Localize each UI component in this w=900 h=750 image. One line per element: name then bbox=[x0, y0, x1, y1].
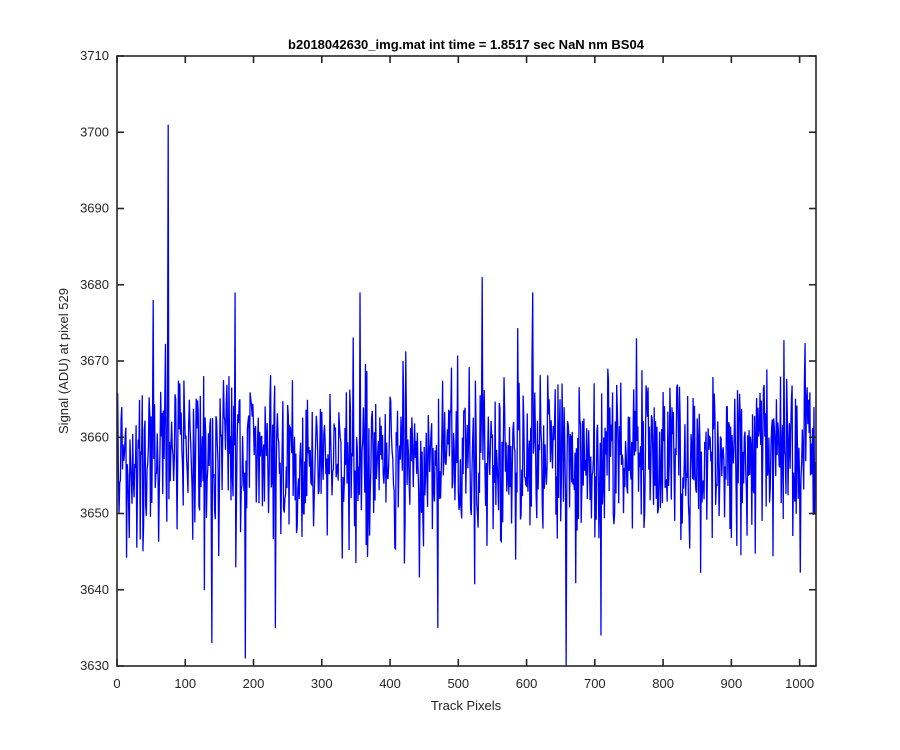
y-tick-label: 3700 bbox=[80, 124, 109, 139]
x-tick-label: 700 bbox=[584, 676, 606, 691]
y-tick-label: 3640 bbox=[80, 582, 109, 597]
x-tick-label: 600 bbox=[516, 676, 538, 691]
y-axis-label: Signal (ADU) at pixel 529 bbox=[56, 288, 71, 434]
x-tick-label: 0 bbox=[113, 676, 120, 691]
axes: 0 100 200 300 400 500 600 700 800 900 1000 3630 3640… bbox=[80, 48, 817, 691]
y-tick-label: 3670 bbox=[80, 353, 109, 368]
chart-title: b2018042630_img.mat int time = 1.8517 se… bbox=[288, 37, 645, 52]
x-axis-label: Track Pixels bbox=[431, 698, 502, 713]
y-tick-label: 3680 bbox=[80, 277, 109, 292]
y-tick-label: 3690 bbox=[80, 201, 109, 216]
x-tick-label: 800 bbox=[652, 676, 674, 691]
x-tick-label: 400 bbox=[379, 676, 401, 691]
y-tick-label: 3630 bbox=[80, 658, 109, 673]
x-tick-label: 900 bbox=[721, 676, 743, 691]
plot-area bbox=[117, 56, 816, 666]
x-tick-label: 300 bbox=[311, 676, 333, 691]
y-tick-label: 3660 bbox=[80, 429, 109, 444]
x-tick-label: 100 bbox=[174, 676, 196, 691]
x-tick-label: 500 bbox=[447, 676, 469, 691]
series-line bbox=[117, 124, 817, 667]
x-tick-label: 200 bbox=[243, 676, 265, 691]
y-tick-label: 3650 bbox=[80, 506, 109, 521]
x-tick-label: 1000 bbox=[785, 676, 814, 691]
y-tick-label: 3710 bbox=[80, 48, 109, 63]
